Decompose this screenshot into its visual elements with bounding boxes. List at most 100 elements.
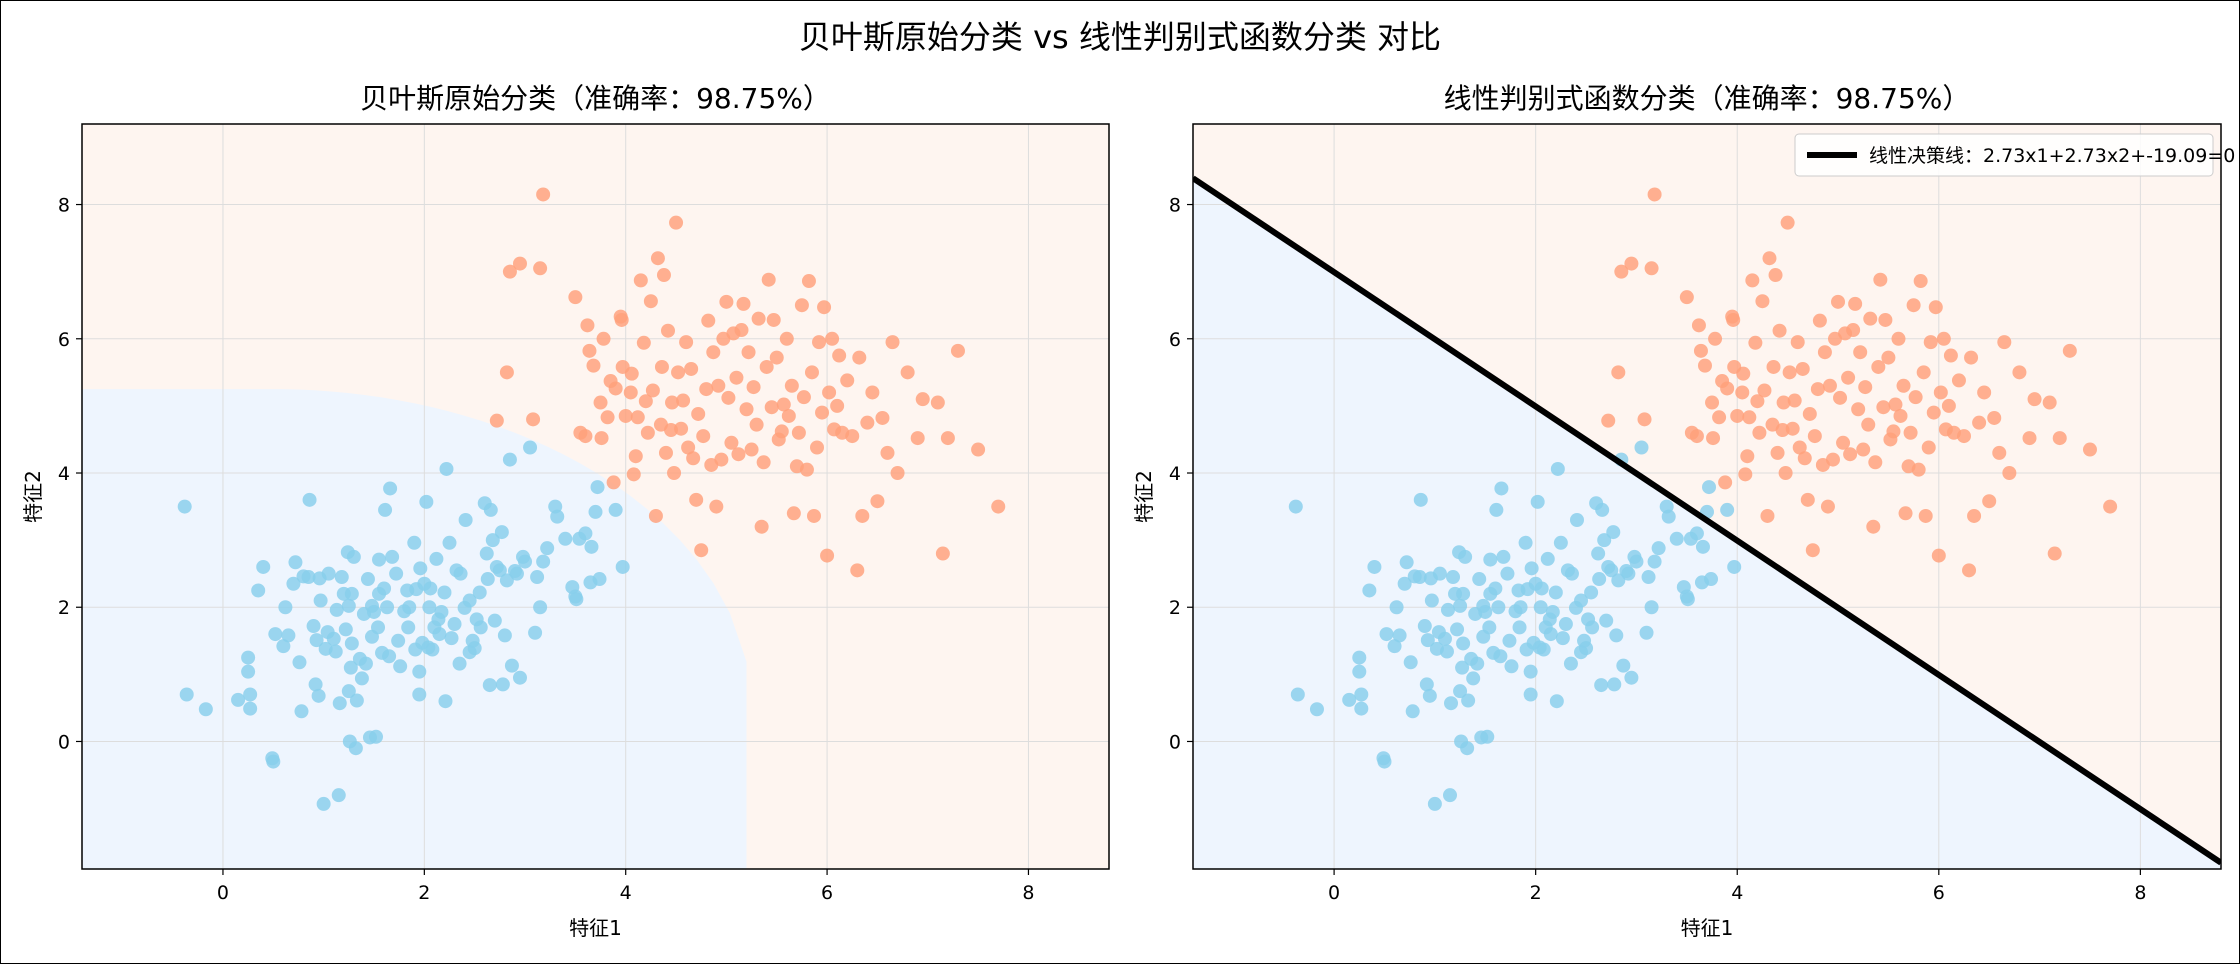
data-point-class0: [413, 561, 428, 576]
data-point-class0: [1534, 581, 1549, 596]
data-point-class0: [1523, 687, 1538, 702]
data-point-class1: [618, 408, 633, 423]
data-point-class0: [346, 549, 361, 564]
data-point-class0: [1403, 655, 1418, 670]
data-point-class0: [1616, 658, 1631, 673]
data-point-class1: [1843, 447, 1858, 462]
data-point-class1: [1782, 365, 1797, 380]
data-point-class1: [1776, 395, 1791, 410]
data-point-class0: [1524, 561, 1539, 576]
data-point-class0: [425, 642, 440, 657]
data-point-class0: [334, 570, 349, 585]
data-point-class0: [1553, 535, 1568, 550]
data-point-class0: [393, 659, 408, 674]
data-point-class1: [630, 410, 645, 425]
x-axis-title: 特征1: [569, 916, 622, 940]
data-point-class1: [1726, 312, 1741, 327]
data-point-class1: [1730, 408, 1745, 423]
data-point-class0: [1377, 754, 1392, 769]
data-point-class1: [1903, 425, 1918, 440]
data-point-class1: [1977, 385, 1992, 400]
data-point-class0: [1579, 641, 1594, 656]
data-point-class1: [536, 187, 551, 202]
x-tick-label: 4: [1731, 882, 1743, 904]
data-point-class0: [369, 729, 384, 744]
legend-box: [1794, 133, 2214, 177]
data-point-class1: [1841, 370, 1856, 385]
data-point-class1: [665, 395, 680, 410]
data-point-class0: [1629, 554, 1644, 569]
data-point-class0: [480, 572, 495, 587]
data-point-class1: [756, 455, 771, 470]
data-point-class0: [286, 576, 301, 591]
data-point-class1: [568, 290, 583, 305]
data-point-class1: [820, 548, 835, 563]
data-point-class1: [643, 294, 658, 309]
data-point-class1: [764, 400, 779, 415]
data-point-class1: [1647, 187, 1662, 202]
data-point-class0: [1362, 583, 1377, 598]
data-point-class1: [1708, 331, 1723, 346]
data-point-class1: [1820, 499, 1835, 514]
data-point-class1: [1822, 378, 1837, 393]
data-point-class1: [667, 466, 682, 481]
data-point-class1: [1972, 415, 1987, 430]
data-point-class1: [1712, 410, 1727, 425]
panel-title: 线性判别式函数分类（准确率：98.75%）: [1444, 82, 1971, 115]
data-point-class1: [1853, 345, 1868, 360]
y-tick-label: 0: [1169, 731, 1181, 753]
data-point-class1: [1957, 429, 1971, 444]
data-point-class0: [1446, 570, 1461, 585]
data-point-class1: [1848, 296, 1863, 311]
data-point-class0: [316, 796, 331, 811]
data-point-class0: [1419, 677, 1434, 692]
data-point-class0: [412, 687, 427, 702]
data-point-class1: [694, 543, 709, 558]
data-point-class1: [1718, 475, 1733, 490]
data-point-class1: [1931, 548, 1946, 563]
data-point-class0: [349, 693, 364, 708]
data-point-class1: [1785, 421, 1800, 436]
data-point-class1: [1893, 408, 1908, 423]
figure-title: 贝叶斯原始分类 vs 线性判别式函数分类 对比: [798, 18, 1442, 56]
plot-frame: [1192, 123, 2222, 870]
data-point-class0: [1458, 549, 1473, 564]
y-tick-label: 4: [58, 463, 70, 485]
data-point-class1: [686, 451, 701, 466]
data-point-class0: [1413, 492, 1428, 507]
data-point-class0: [494, 525, 509, 540]
data-point-class0: [1641, 570, 1656, 585]
x-axis-title: 特征1: [1681, 916, 1734, 940]
data-point-class1: [1858, 380, 1873, 395]
data-point-class0: [1309, 702, 1324, 717]
data-point-class0: [348, 741, 363, 756]
data-point-class1: [950, 343, 965, 358]
data-point-class1: [776, 397, 791, 412]
data-point-class0: [1432, 566, 1447, 581]
data-point-class0: [243, 701, 258, 716]
data-point-class0: [512, 670, 527, 685]
data-point-class1: [1697, 358, 1712, 373]
data-point-class0: [509, 566, 524, 581]
data-point-class0: [504, 658, 519, 673]
data-point-class0: [1466, 671, 1481, 686]
data-point-class0: [437, 585, 452, 600]
data-point-class1: [1928, 300, 1943, 315]
data-point-class1: [1911, 462, 1926, 477]
data-point-class0: [1639, 625, 1654, 640]
data-point-class1: [1705, 395, 1720, 410]
data-point-class0: [1584, 585, 1599, 600]
data-point-class1: [729, 370, 744, 385]
data-point-class0: [473, 620, 488, 635]
data-point-class1: [1624, 256, 1639, 271]
data-point-class1: [582, 343, 597, 358]
data-point-class0: [439, 461, 454, 476]
data-point-class1: [1836, 435, 1851, 450]
data-point-class1: [1693, 343, 1708, 358]
data-point-class1: [815, 405, 830, 420]
data-point-class0: [313, 593, 328, 608]
data-point-class0: [1624, 670, 1639, 685]
data-point-class1: [1878, 312, 1893, 327]
data-point-class0: [592, 572, 607, 587]
data-point-class1: [586, 358, 601, 373]
